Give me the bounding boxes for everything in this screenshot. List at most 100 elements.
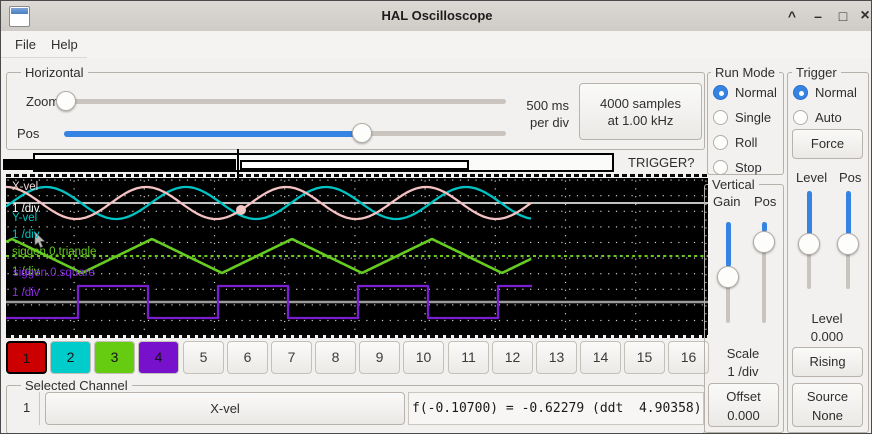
menu-help[interactable]: Help bbox=[51, 37, 78, 52]
minimize-icon[interactable]: – bbox=[814, 8, 822, 24]
radio-unchecked-icon bbox=[713, 110, 728, 125]
mouse-cursor bbox=[34, 232, 46, 248]
scope-bottom-edge bbox=[6, 335, 708, 338]
channel-separator bbox=[39, 392, 40, 425]
radio-single[interactable]: Single bbox=[713, 110, 777, 125]
scale-value: 1 /div bbox=[727, 364, 759, 379]
run-mode-group-label: Run Mode bbox=[711, 65, 779, 80]
trigger-position-marker[interactable] bbox=[237, 149, 239, 180]
radio-auto[interactable]: Auto bbox=[793, 110, 857, 125]
trigger-status-label: TRIGGER? bbox=[628, 155, 695, 170]
scope-svg bbox=[5, 179, 708, 330]
channel-button-1[interactable]: 1 bbox=[6, 341, 47, 374]
pos-slider-fill bbox=[64, 130, 362, 137]
per-div-label: 500 ms per div bbox=[526, 98, 569, 130]
menu-file[interactable]: File bbox=[15, 37, 36, 52]
radio-unchecked-icon bbox=[713, 160, 728, 175]
maximize-icon[interactable]: □ bbox=[838, 8, 848, 24]
horizontal-group-label: Horizontal bbox=[21, 65, 88, 80]
scope-trace-label: Y-vel bbox=[12, 212, 38, 224]
channel-button-14[interactable]: 14 bbox=[580, 341, 621, 374]
trigger-pos-handle[interactable] bbox=[837, 233, 859, 255]
channel-button-3[interactable]: 3 bbox=[94, 341, 135, 374]
pretrigger-fill-bar bbox=[3, 159, 236, 170]
scope-trace-label: X-vel bbox=[12, 181, 39, 193]
channel-button-10[interactable]: 10 bbox=[403, 341, 444, 374]
channel-name-button[interactable]: X-vel bbox=[45, 392, 405, 425]
trigger-mode-options: Normal Auto bbox=[793, 85, 857, 125]
zoom-slider-handle[interactable] bbox=[56, 91, 76, 111]
scope-trace-label: siggen.0.square bbox=[13, 267, 95, 279]
vertical-pos-fill bbox=[761, 222, 767, 232]
radio-checked-icon bbox=[713, 85, 728, 100]
vertical-pos-track[interactable] bbox=[762, 222, 766, 323]
radio-normal[interactable]: Normal bbox=[793, 85, 857, 100]
channel-button-6[interactable]: 6 bbox=[227, 341, 268, 374]
trigger-level-value: 0.000 bbox=[810, 329, 844, 344]
vertical-pos-slider-label: Pos bbox=[754, 194, 777, 209]
vertical-group-label: Vertical bbox=[708, 177, 759, 192]
pos-label: Pos bbox=[17, 126, 40, 141]
trigger-pos-fill bbox=[845, 191, 851, 235]
radio-unchecked-icon bbox=[793, 110, 808, 125]
trigger-group-label: Trigger bbox=[792, 65, 841, 80]
value-readout: f(-0.10700) = -0.62279 (ddt 4.90358) bbox=[408, 392, 704, 425]
selected-channel-group-label: Selected Channel bbox=[21, 378, 132, 393]
gain-fill bbox=[725, 222, 731, 267]
radio-roll[interactable]: Roll bbox=[713, 135, 777, 150]
vertical-pos-handle[interactable] bbox=[753, 231, 775, 253]
zoom-label: Zoom bbox=[26, 94, 60, 109]
pos-slider-handle[interactable] bbox=[352, 123, 372, 143]
channel-button-row: 1 2 3 4 5 6 7 8 9 10 11 12 13 14 15 16 bbox=[6, 341, 709, 374]
trigger-pos-slider-label: Pos bbox=[839, 170, 862, 185]
channel-button-12[interactable]: 12 bbox=[492, 341, 533, 374]
force-button[interactable]: Force bbox=[792, 129, 863, 159]
trigger-level-slider-label: Level bbox=[796, 170, 828, 185]
scope-top-edge bbox=[6, 174, 708, 177]
channel-button-8[interactable]: 8 bbox=[315, 341, 356, 374]
channel-button-5[interactable]: 5 bbox=[183, 341, 224, 374]
menu-bar: File Help bbox=[1, 31, 871, 58]
channel-button-7[interactable]: 7 bbox=[271, 341, 312, 374]
close-icon[interactable]: × bbox=[860, 7, 870, 24]
app-icon bbox=[9, 6, 30, 27]
scope-trace-label: 1 /div bbox=[12, 203, 40, 215]
zoom-slider-track[interactable] bbox=[64, 99, 506, 104]
menu-underline bbox=[1, 57, 87, 58]
trigger-point-marker bbox=[236, 204, 246, 215]
trigger-group: Trigger bbox=[787, 65, 869, 433]
radio-normal[interactable]: Normal bbox=[713, 85, 777, 100]
channel-button-11[interactable]: 11 bbox=[448, 341, 489, 374]
scope-display[interactable]: X-vel 1 /div Y-vel 1 /div siggen.0.triangle 1… bbox=[5, 178, 708, 335]
scope-trace-label: 1 /div bbox=[12, 266, 40, 278]
channel-button-16[interactable]: 16 bbox=[668, 341, 709, 374]
trigger-edge-button[interactable]: Rising bbox=[792, 347, 863, 377]
vertical-group: Vertical bbox=[704, 177, 784, 433]
title-bar[interactable]: HAL Oscilloscope ^ – □ × bbox=[1, 1, 871, 32]
channel-button-15[interactable]: 15 bbox=[624, 341, 665, 374]
scope-trace-label: 1 /div bbox=[12, 229, 40, 241]
selected-channel-number: 1 bbox=[23, 400, 31, 415]
gain-handle[interactable] bbox=[717, 266, 739, 288]
radio-checked-icon bbox=[793, 85, 808, 100]
scope-trace-label: siggen.0.triangle bbox=[12, 246, 97, 258]
channel-button-13[interactable]: 13 bbox=[536, 341, 577, 374]
trigger-level-handle[interactable] bbox=[798, 233, 820, 255]
trigger-level-readout-label: Level bbox=[811, 311, 843, 326]
scale-label: Scale bbox=[726, 346, 760, 361]
trigger-level-fill bbox=[806, 191, 812, 235]
channel-button-2[interactable]: 2 bbox=[50, 341, 91, 374]
samples-button[interactable]: 4000 samples at 1.00 kHz bbox=[579, 83, 702, 140]
trigger-source-button[interactable]: Source None bbox=[792, 383, 863, 427]
offset-button[interactable]: Offset 0.000 bbox=[708, 383, 779, 427]
run-mode-group: Run Mode bbox=[707, 65, 784, 175]
posttrigger-bar bbox=[240, 160, 469, 170]
channel-button-9[interactable]: 9 bbox=[359, 341, 400, 374]
gain-slider-label: Gain bbox=[713, 194, 741, 209]
channel-button-4[interactable]: 4 bbox=[138, 341, 179, 374]
radio-unchecked-icon bbox=[713, 135, 728, 150]
radio-stop[interactable]: Stop bbox=[713, 160, 777, 175]
shade-icon[interactable]: ^ bbox=[787, 8, 797, 24]
horizontal-group: Horizontal bbox=[6, 65, 705, 150]
